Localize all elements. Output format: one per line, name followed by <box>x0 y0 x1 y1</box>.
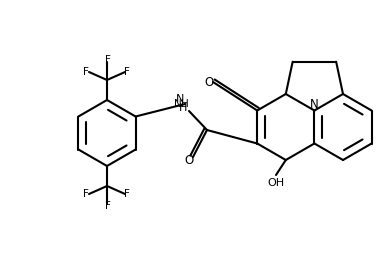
Text: F: F <box>124 189 130 199</box>
Text: F: F <box>83 67 89 77</box>
Text: F: F <box>83 189 89 199</box>
Text: OH: OH <box>267 178 285 188</box>
Text: F: F <box>105 201 111 211</box>
Text: N: N <box>176 94 184 104</box>
Text: H: H <box>181 99 189 109</box>
Text: F: F <box>124 67 130 77</box>
Text: H: H <box>179 103 187 113</box>
Text: N: N <box>310 99 319 112</box>
Text: O: O <box>204 76 214 89</box>
Text: O: O <box>184 154 194 167</box>
Text: F: F <box>105 55 111 65</box>
Text: N: N <box>174 99 182 109</box>
